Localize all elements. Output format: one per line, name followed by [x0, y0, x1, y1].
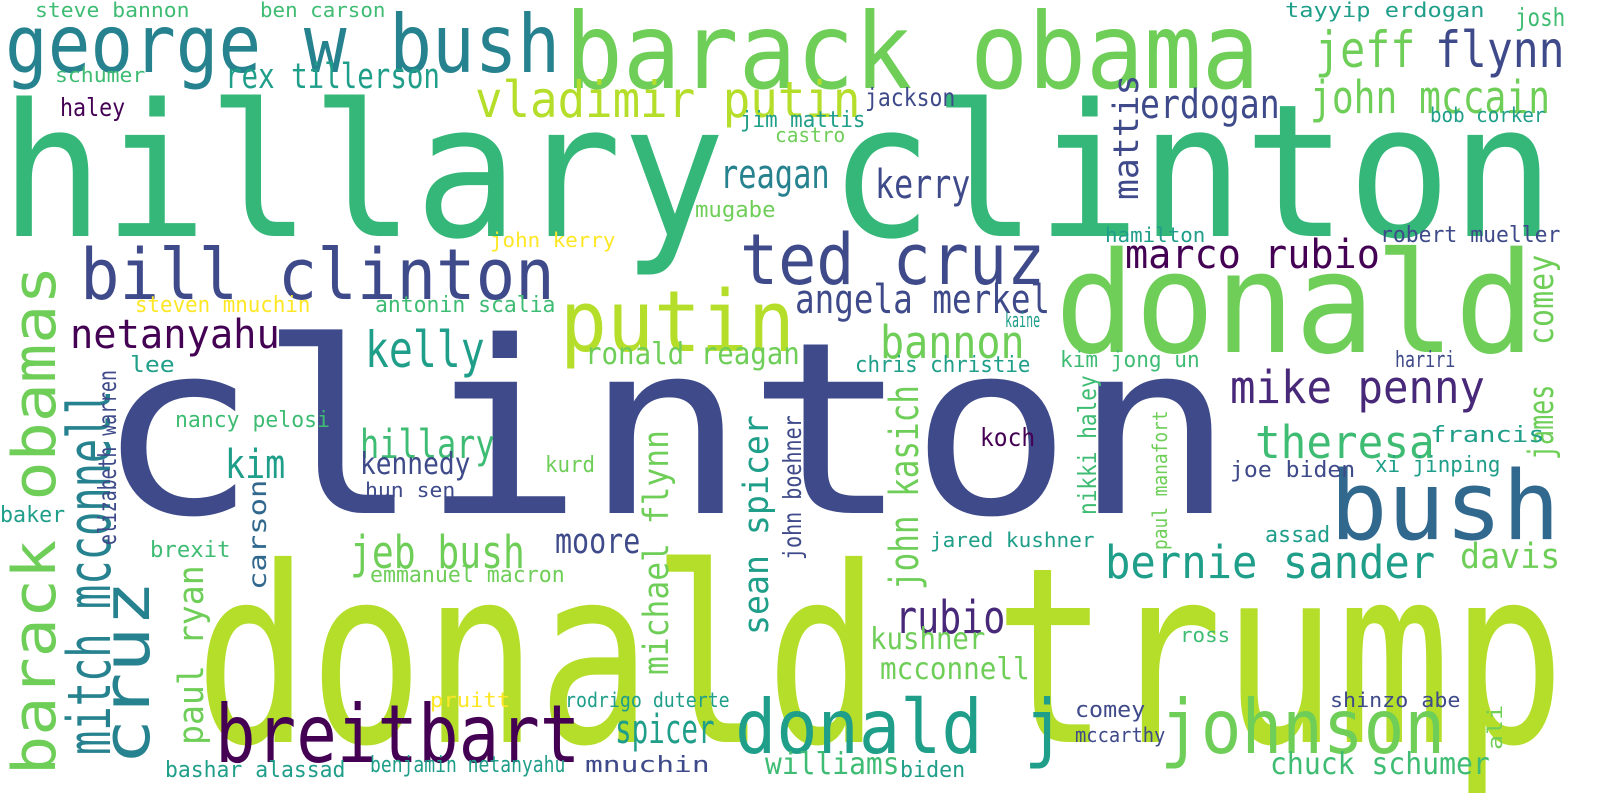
word-haley: haley	[60, 93, 126, 122]
word-emmanuel-macron: emmanuel macron	[370, 563, 565, 588]
word-erdogan: erdogan	[1140, 82, 1280, 128]
word-mike-penny: mike penny	[1230, 361, 1485, 414]
word-chris-christie: chris christie	[855, 353, 1031, 378]
word-elizabeth-warren: elizabeth warren	[93, 370, 122, 545]
word-shinzo-abe: shinzo abe	[1330, 688, 1461, 712]
word-biden: biden	[900, 758, 966, 783]
word-rex-tillerson: rex tillerson	[225, 57, 440, 97]
word-baker: baker	[0, 503, 66, 528]
word-jim-mattis: jim mattis	[740, 108, 866, 133]
word-putin: putin	[560, 273, 795, 372]
word-mccarthy: mccarthy	[1075, 723, 1166, 747]
word-hillary-clinton: hillary clinton	[0, 64, 1555, 280]
word-bannon: bannon	[880, 316, 1025, 369]
word-john-kasich: john kasich	[882, 385, 928, 590]
word-jared-kushner: jared kushner	[930, 528, 1095, 552]
word-antonin-scalia: antonin scalia	[375, 293, 556, 318]
word-davis: davis	[1460, 537, 1561, 577]
word-francis: francis	[1430, 423, 1545, 448]
word-bashar-alassad: bashar alassad	[165, 758, 346, 783]
word-bob-corker: bob corker	[1430, 103, 1546, 127]
word-ted-cruz: ted cruz	[740, 219, 1046, 301]
word-mcconnell: mcconnell	[880, 652, 1030, 687]
word-bush: bush	[1330, 452, 1560, 562]
word-chuck-schumer: chuck schumer	[1270, 747, 1490, 782]
word-marco-rubio: marco rubio	[1125, 232, 1380, 278]
word-clinton: clinton	[95, 290, 1236, 570]
word-williams: williams	[765, 747, 900, 782]
word-flynn: flynn	[1435, 21, 1565, 79]
word-kennedy: kennedy	[360, 447, 471, 482]
word-rodrigo-duterte: rodrigo duterte	[565, 688, 730, 712]
word-kerry: kerry	[875, 162, 971, 208]
word-kim: kim	[225, 442, 286, 488]
word-lee: lee	[130, 353, 175, 378]
word-john-kerry: john kerry	[490, 228, 616, 252]
word-comey: comey	[1075, 698, 1146, 723]
word-mugabe: mugabe	[695, 198, 776, 223]
word-nancy-pelosi: nancy pelosi	[175, 408, 330, 433]
word-george-w-bush: george w bush	[5, 0, 561, 91]
word-ben-carson: ben carson	[260, 0, 386, 22]
word-assad: assad	[1265, 523, 1331, 548]
word-rubio: rubio	[895, 591, 1006, 644]
word-paul-manafort: paul manafort	[1148, 410, 1172, 550]
word-vladimir-putin: vladimir putin	[475, 71, 861, 129]
word-bernie-sander: bernie sander	[1105, 536, 1436, 589]
word-jackson: jackson	[865, 83, 956, 112]
word-john-mccain: john mccain	[1310, 71, 1551, 124]
word-breitbart: breitbart	[215, 688, 581, 781]
word-tayyip-erdogan: tayyip erdogan	[1285, 0, 1485, 22]
word-ali: ali	[1483, 704, 1507, 750]
word-steve-bannon: steve bannon	[35, 0, 190, 22]
word-josh: josh	[1515, 3, 1566, 32]
word-kaine: kaine	[1005, 308, 1041, 332]
word-angela-merkel: angela merkel	[795, 277, 1051, 323]
word-steven-mnuchin: steven mnuchin	[135, 293, 311, 318]
word-michael-flynn: michael flynn	[637, 430, 677, 675]
word-moore: moore	[555, 522, 641, 562]
word-mnuchin: mnuchin	[585, 753, 710, 778]
word-barack-obama: barack obama	[565, 0, 1260, 113]
word-johnson: johnson	[1160, 683, 1446, 771]
word-hariri: hariri	[1395, 348, 1456, 373]
word-kushner: kushner	[870, 622, 986, 657]
word-donald: donald	[1055, 223, 1535, 386]
word-netanyahu: netanyahu	[70, 312, 280, 358]
word-xi-jinping: xi jinping	[1375, 453, 1501, 478]
word-kelly: kelly	[365, 321, 485, 379]
word-castro: castro	[775, 123, 846, 147]
word-spicer: spicer	[615, 707, 715, 753]
word-benjamin-netanyahu: benjamin netanyahu	[370, 753, 566, 778]
word-theresa: theresa	[1255, 416, 1435, 469]
word-joe-biden: joe biden	[1230, 458, 1356, 483]
word-carson: carson	[243, 479, 272, 590]
word-koch: koch	[980, 423, 1036, 452]
word-comey-vertical: comey	[1522, 254, 1562, 345]
word-brexit: brexit	[150, 538, 231, 563]
word-ross: ross	[1180, 623, 1231, 647]
word-ronald-reagan: ronald reagan	[585, 337, 800, 372]
word-kurd: kurd	[545, 453, 595, 478]
word-paul-ryan: paul ryan	[172, 565, 212, 745]
word-jeb-bush: jeb bush	[350, 526, 525, 579]
word-robert-mueller: robert mueller	[1380, 223, 1561, 248]
word-hillary: hillary	[360, 422, 495, 468]
word-pruitt: pruitt	[430, 688, 511, 712]
word-schumer: schumer	[55, 63, 146, 87]
word-bill-clinton: bill clinton	[80, 234, 555, 316]
word-jeff: jeff	[1315, 21, 1416, 79]
word-hamilton: hamilton	[1105, 223, 1206, 247]
word-donald-trump: donald trump	[195, 515, 1566, 800]
word-reagan: reagan	[720, 152, 830, 198]
word-sean-spicer: sean spicer	[737, 415, 777, 635]
word-donald-j: donald j	[735, 683, 1066, 771]
word-nikki-haley: nikki haley	[1073, 375, 1102, 515]
word-hun-sen: hun sen	[365, 478, 456, 502]
word-john-boehner: john boehner	[778, 415, 807, 560]
word-kim-jong-un: kim jong un	[1060, 348, 1200, 373]
